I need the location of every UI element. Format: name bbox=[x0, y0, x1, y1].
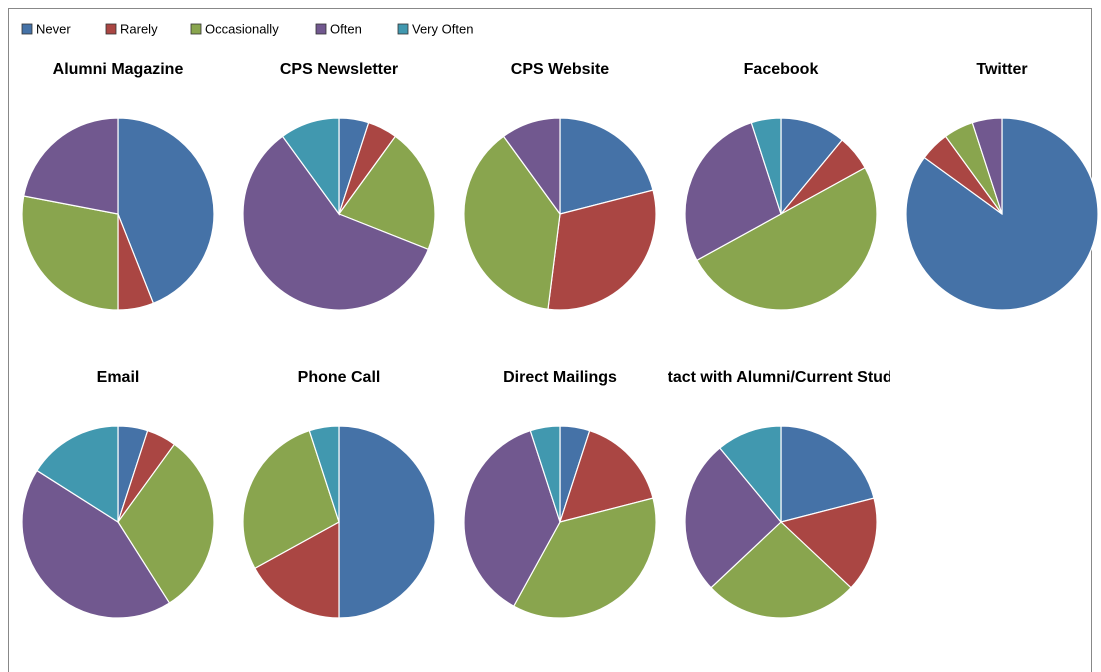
chart-title: Contact with Alumni/Current Students bbox=[636, 369, 925, 386]
legend-label: Very Often bbox=[412, 21, 473, 36]
legend-label: Occasionally bbox=[205, 21, 279, 36]
pie-slice bbox=[21, 469, 171, 619]
legend-swatch bbox=[397, 23, 409, 35]
pie-slice bbox=[780, 425, 875, 523]
legend-swatch bbox=[105, 23, 117, 35]
pie-slice bbox=[242, 135, 430, 311]
pie-slice bbox=[242, 429, 340, 570]
legend-swatch bbox=[21, 23, 33, 35]
pie-slice bbox=[308, 425, 340, 523]
pie-slice bbox=[281, 117, 340, 216]
pie-slice bbox=[684, 121, 782, 262]
pie-slice bbox=[547, 189, 657, 311]
pie-slice bbox=[512, 497, 657, 619]
pie-slice bbox=[502, 117, 561, 216]
pie-slice bbox=[463, 429, 561, 607]
pie-slice bbox=[529, 425, 561, 523]
chart-title: CPS Website bbox=[511, 61, 610, 78]
pie-slice bbox=[36, 425, 119, 524]
chart-title: Phone Call bbox=[298, 369, 381, 386]
chart-title: Twitter bbox=[976, 61, 1027, 78]
pie-slice bbox=[338, 135, 436, 251]
legend-label: Rarely bbox=[120, 21, 158, 36]
pie-slice bbox=[254, 520, 340, 619]
pie-slice bbox=[559, 117, 654, 215]
pie-slice bbox=[684, 447, 782, 589]
pie-slice bbox=[21, 195, 119, 311]
pie-slice bbox=[22, 117, 119, 215]
pie-slice bbox=[696, 166, 878, 311]
pie-slice bbox=[779, 497, 878, 589]
chart-title: Email bbox=[97, 369, 140, 386]
chart-title: CPS Newsletter bbox=[280, 61, 398, 78]
pie-slice bbox=[463, 135, 561, 310]
legend-label: Never bbox=[36, 21, 71, 36]
pie-slice bbox=[117, 443, 215, 604]
pie-slice bbox=[117, 117, 215, 305]
pie-slice bbox=[780, 117, 844, 216]
chart-title: Direct Mailings bbox=[503, 369, 617, 386]
pie-slice bbox=[718, 425, 782, 524]
pie-slice bbox=[971, 117, 1003, 215]
pie-slice bbox=[710, 521, 852, 619]
chart-title: Alumni Magazine bbox=[53, 61, 184, 78]
pie-slice bbox=[750, 117, 782, 215]
frame bbox=[8, 8, 1092, 672]
chart-title: Facebook bbox=[744, 61, 819, 78]
legend-swatch bbox=[315, 23, 327, 35]
pie-slice bbox=[338, 425, 436, 619]
legend-swatch bbox=[190, 23, 202, 35]
pie-slice bbox=[559, 429, 654, 523]
legend-label: Often bbox=[330, 21, 362, 36]
